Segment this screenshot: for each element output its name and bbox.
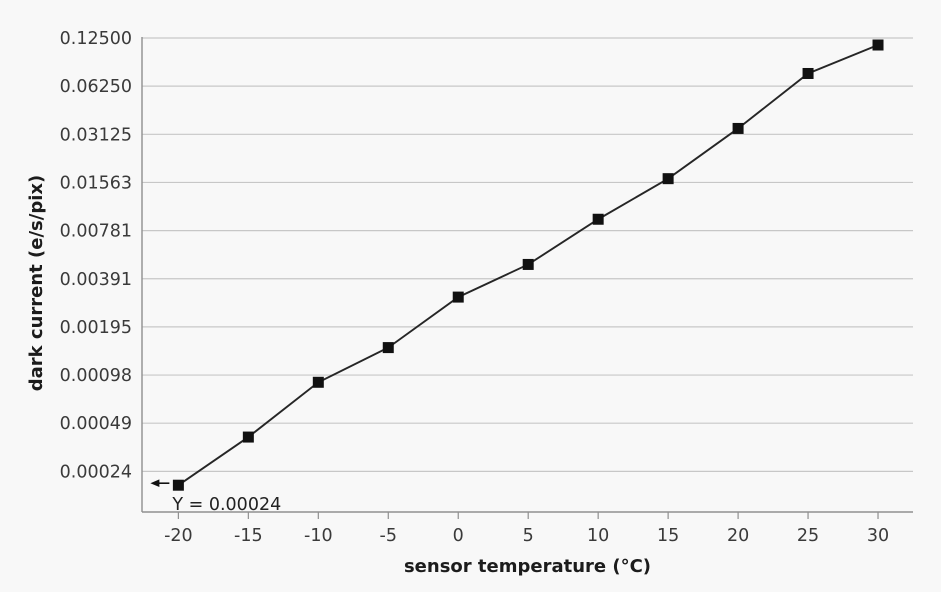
x-tick-label: 5 <box>523 526 534 546</box>
x-tick-label: 0 <box>453 526 464 546</box>
y-tick-label: 0.12500 <box>60 29 132 49</box>
x-tick-label: 20 <box>727 526 749 546</box>
data-point-marker <box>522 258 534 270</box>
data-point-marker <box>452 291 464 303</box>
x-tick-label: 15 <box>657 526 679 546</box>
y-axis-title: dark current (e/s/pix) <box>26 174 47 392</box>
x-tick-label: -20 <box>164 526 193 546</box>
x-tick-label: -5 <box>380 526 397 546</box>
y-tick-label: 0.03125 <box>60 125 132 145</box>
y-tick-label: 0.00391 <box>60 270 132 290</box>
data-point-marker <box>242 431 254 443</box>
data-point-marker <box>312 376 324 388</box>
y-tick-label: 0.06250 <box>60 77 132 97</box>
x-tick-label: -10 <box>304 526 333 546</box>
x-axis-title: sensor temperature (°C) <box>403 556 652 577</box>
data-point-marker <box>172 479 184 491</box>
y-tick-label: 0.00781 <box>60 222 132 242</box>
x-tick-label: -15 <box>234 526 263 546</box>
data-point-marker <box>592 213 604 225</box>
data-point-marker <box>802 67 814 79</box>
y-tick-label: 0.01563 <box>60 173 132 193</box>
y-tick-label: 0.00049 <box>60 414 132 434</box>
y-tick-label: 0.00024 <box>60 462 132 482</box>
x-tick-label: 25 <box>797 526 819 546</box>
annotation-arrow-head <box>150 479 160 488</box>
x-tick-label: 30 <box>867 526 889 546</box>
y-tick-label: 0.00195 <box>60 318 132 338</box>
data-point-marker <box>662 173 674 185</box>
annotation-text: Y = 0.00024 <box>171 495 281 515</box>
data-point-marker <box>732 122 744 134</box>
data-point-marker <box>382 342 394 354</box>
y-tick-label: 0.00098 <box>60 366 132 386</box>
x-tick-label: 10 <box>587 526 609 546</box>
data-point-marker <box>872 39 884 51</box>
